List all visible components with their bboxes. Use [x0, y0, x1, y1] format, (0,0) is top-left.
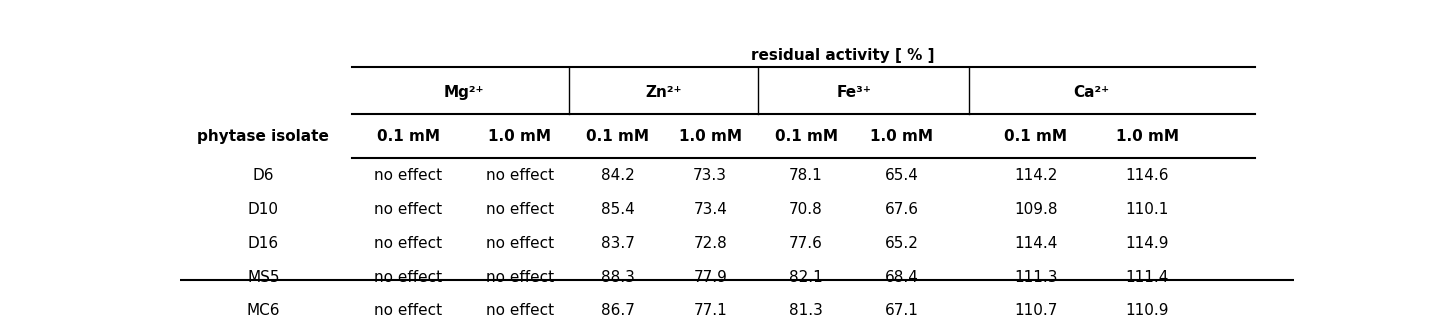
Text: D16: D16: [247, 236, 279, 251]
Text: no effect: no effect: [486, 168, 554, 184]
Text: no effect: no effect: [486, 202, 554, 217]
Text: 85.4: 85.4: [601, 202, 634, 217]
Text: 0.1 mM: 0.1 mM: [587, 129, 649, 145]
Text: 82.1: 82.1: [789, 269, 823, 284]
Text: no effect: no effect: [374, 168, 443, 184]
Text: 110.9: 110.9: [1126, 303, 1169, 317]
Text: phytase isolate: phytase isolate: [197, 129, 329, 145]
Text: no effect: no effect: [374, 269, 443, 284]
Text: 67.6: 67.6: [884, 202, 919, 217]
Text: D6: D6: [253, 168, 275, 184]
Text: 72.8: 72.8: [693, 236, 728, 251]
Text: 77.1: 77.1: [693, 303, 728, 317]
Text: 86.7: 86.7: [601, 303, 634, 317]
Text: 1.0 mM: 1.0 mM: [1116, 129, 1179, 145]
Text: 68.4: 68.4: [884, 269, 919, 284]
Text: 70.8: 70.8: [789, 202, 823, 217]
Text: 88.3: 88.3: [601, 269, 634, 284]
Text: residual activity [ % ]: residual activity [ % ]: [751, 48, 935, 63]
Text: Ca²⁺: Ca²⁺: [1073, 86, 1110, 100]
Text: 111.4: 111.4: [1126, 269, 1169, 284]
Text: no effect: no effect: [374, 236, 443, 251]
Text: 0.1 mM: 0.1 mM: [775, 129, 837, 145]
Text: Fe³⁺: Fe³⁺: [837, 86, 871, 100]
Text: 78.1: 78.1: [789, 168, 823, 184]
Text: 83.7: 83.7: [601, 236, 634, 251]
Text: 109.8: 109.8: [1014, 202, 1057, 217]
Text: MC6: MC6: [246, 303, 280, 317]
Text: 110.7: 110.7: [1014, 303, 1057, 317]
Text: 73.4: 73.4: [693, 202, 728, 217]
Text: 1.0 mM: 1.0 mM: [487, 129, 551, 145]
Text: 114.4: 114.4: [1014, 236, 1057, 251]
Text: 1.0 mM: 1.0 mM: [870, 129, 933, 145]
Text: no effect: no effect: [374, 303, 443, 317]
Text: Zn²⁺: Zn²⁺: [646, 86, 682, 100]
Text: 110.1: 110.1: [1126, 202, 1169, 217]
Text: no effect: no effect: [486, 269, 554, 284]
Text: 0.1 mM: 0.1 mM: [377, 129, 440, 145]
Text: 0.1 mM: 0.1 mM: [1004, 129, 1067, 145]
Text: 114.6: 114.6: [1126, 168, 1169, 184]
Text: 77.9: 77.9: [693, 269, 728, 284]
Text: 77.6: 77.6: [789, 236, 823, 251]
Text: 1.0 mM: 1.0 mM: [679, 129, 742, 145]
Text: 67.1: 67.1: [884, 303, 919, 317]
Text: 73.3: 73.3: [693, 168, 728, 184]
Text: no effect: no effect: [486, 236, 554, 251]
Text: 84.2: 84.2: [601, 168, 634, 184]
Text: Mg²⁺: Mg²⁺: [444, 86, 485, 100]
Text: 114.9: 114.9: [1126, 236, 1169, 251]
Text: 114.2: 114.2: [1014, 168, 1057, 184]
Text: no effect: no effect: [374, 202, 443, 217]
Text: 81.3: 81.3: [789, 303, 823, 317]
Text: D10: D10: [247, 202, 279, 217]
Text: 65.2: 65.2: [884, 236, 919, 251]
Text: 111.3: 111.3: [1014, 269, 1057, 284]
Text: 65.4: 65.4: [884, 168, 919, 184]
Text: no effect: no effect: [486, 303, 554, 317]
Text: MS5: MS5: [247, 269, 279, 284]
